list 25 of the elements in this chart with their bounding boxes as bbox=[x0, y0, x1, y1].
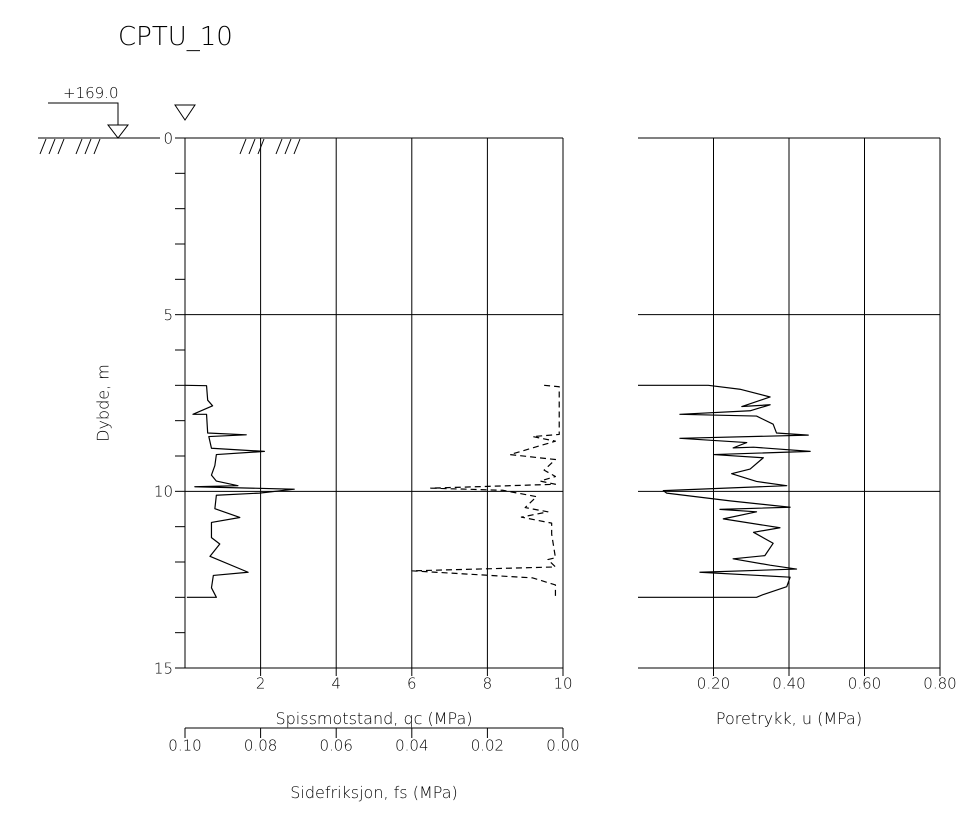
x2-tick-label: 0.04 bbox=[395, 736, 429, 755]
chart-title: CPTU_10 bbox=[118, 22, 233, 52]
x-tick-label: 4 bbox=[331, 674, 341, 693]
x-tick-label: 8 bbox=[482, 674, 492, 693]
y-axis-title: Dybde, m bbox=[94, 364, 113, 442]
x2-tick-label: 0.06 bbox=[319, 736, 353, 755]
y-tick-label: 15 bbox=[154, 659, 173, 678]
x-tick-label: 0.80 bbox=[923, 674, 957, 693]
x-tick-label: 0.40 bbox=[772, 674, 806, 693]
x-axis-title: Poretrykk, u (MPa) bbox=[716, 709, 862, 728]
x-tick-label: 10 bbox=[553, 674, 573, 693]
y-tick-label: 10 bbox=[154, 482, 173, 501]
x-tick-label: 6 bbox=[407, 674, 417, 693]
x2-tick-label: 0.00 bbox=[546, 736, 580, 755]
y-tick-label: 0 bbox=[163, 129, 173, 148]
x2-tick-label: 0.10 bbox=[168, 736, 202, 755]
x2-tick-label: 0.08 bbox=[244, 736, 278, 755]
x2-axis-title: Sidefriksjon, fs (MPa) bbox=[290, 783, 458, 802]
x-axis-title: Spissmotstand, qc (MPa) bbox=[275, 709, 473, 728]
y-tick-label: 5 bbox=[163, 306, 173, 324]
x-tick-label: 0.20 bbox=[696, 674, 730, 693]
x-tick-label: 0.60 bbox=[848, 674, 882, 693]
x2-tick-label: 0.02 bbox=[470, 736, 504, 755]
text: +169.0 bbox=[63, 84, 119, 102]
x-tick-label: 2 bbox=[256, 674, 266, 693]
